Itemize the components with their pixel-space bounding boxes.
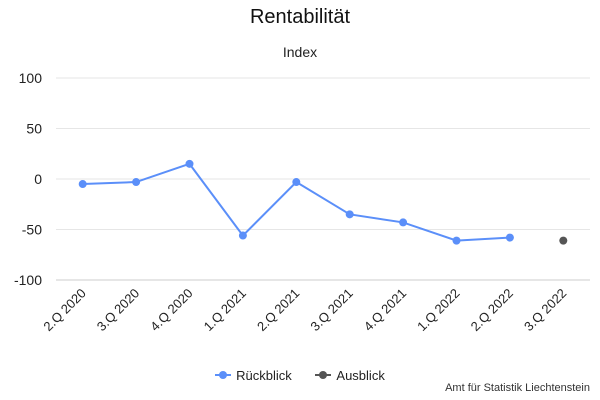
legend-label-rueckblick: Rückblick xyxy=(236,367,292,383)
x-tick-label-4: 2.Q 2021 xyxy=(254,286,302,334)
y-tick-label-0: 100 xyxy=(19,70,43,86)
data-point-1-9 xyxy=(559,236,568,245)
x-tick-label-6: 4.Q 2021 xyxy=(361,286,409,334)
data-point-0-2 xyxy=(185,159,194,168)
legend-swatch-ausblick xyxy=(315,371,332,379)
x-tick-label-2: 4.Q 2020 xyxy=(147,286,195,334)
data-point-0-1 xyxy=(132,178,141,187)
x-tick-label-5: 3.Q 2021 xyxy=(307,286,355,334)
x-tick-label-9: 3.Q 2022 xyxy=(521,286,569,334)
legend-label-ausblick: Ausblick xyxy=(336,367,385,383)
legend-swatch-rueckblick xyxy=(215,371,232,379)
data-point-0-0 xyxy=(78,180,87,189)
legend-item-rueckblick[interactable]: Rückblick xyxy=(215,368,292,383)
y-tick-label-1: 50 xyxy=(26,121,42,137)
x-tick-label-8: 2.Q 2022 xyxy=(468,286,516,334)
data-point-0-5 xyxy=(345,210,354,219)
x-tick-label-1: 3.Q 2020 xyxy=(94,286,142,334)
legend-item-ausblick[interactable]: Ausblick xyxy=(315,367,385,383)
y-tick-label-4: -100 xyxy=(14,272,42,288)
x-tick-label-7: 1.Q 2022 xyxy=(414,286,462,334)
x-tick-label-3: 1.Q 2021 xyxy=(201,286,249,334)
legend: Rückblick Ausblick xyxy=(0,364,600,383)
data-point-0-6 xyxy=(399,218,408,227)
chart-subtitle: Index xyxy=(282,44,318,60)
data-point-0-3 xyxy=(238,231,247,240)
chart-title: Rentabilität xyxy=(249,6,351,28)
y-tick-label-3: -50 xyxy=(22,222,42,238)
data-point-0-7 xyxy=(452,236,461,245)
data-point-0-8 xyxy=(505,233,514,242)
x-tick-label-0: 2.Q 2020 xyxy=(40,286,88,334)
data-point-0-4 xyxy=(292,178,301,187)
source-credit: Amt für Statistik Liechtenstein xyxy=(445,382,590,394)
y-tick-label-2: 0 xyxy=(34,171,42,187)
